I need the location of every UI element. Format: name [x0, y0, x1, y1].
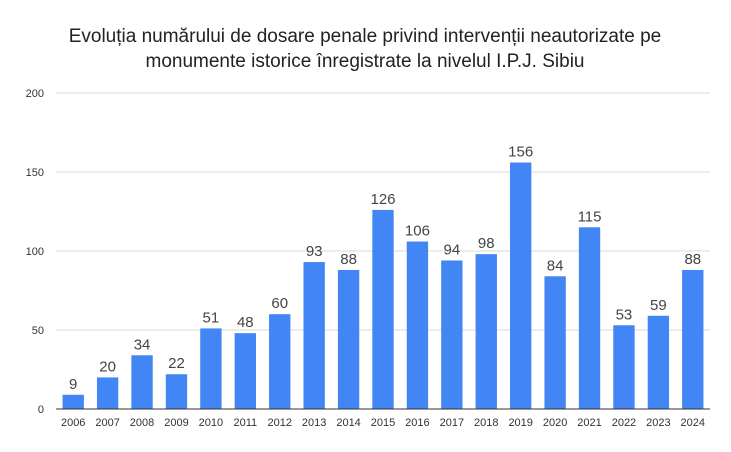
x-tick-label: 2013 [302, 417, 326, 429]
bar-2015 [372, 209, 394, 409]
x-tick-label: 2007 [95, 417, 119, 429]
x-tick-label: 2019 [508, 417, 532, 429]
bar-2017 [441, 260, 463, 409]
x-tick-label: 2011 [233, 417, 257, 429]
bar-2009 [165, 374, 188, 409]
x-tick-label: 2016 [405, 417, 429, 429]
bar-2006 [62, 394, 84, 409]
bar-2019 [510, 162, 532, 409]
x-tick-label: 2020 [543, 417, 567, 429]
bar-2016 [406, 241, 429, 409]
data-label-2021: 115 [578, 208, 602, 225]
chart-title-line-1: Evoluția numărului de dosare penale priv… [69, 26, 662, 47]
bar-2014 [337, 269, 360, 409]
data-label-2014: 88 [340, 251, 357, 268]
y-tick-label: 50 [32, 325, 44, 337]
data-label-2020: 84 [547, 257, 564, 274]
data-label-2013: 93 [306, 243, 323, 260]
bar-2013 [303, 262, 325, 409]
x-tick-label: 2014 [336, 417, 360, 429]
data-label-2016: 106 [405, 223, 430, 240]
data-label-2015: 126 [370, 191, 395, 208]
x-tick-label: 2012 [267, 417, 291, 429]
y-tick-label: 0 [38, 404, 44, 416]
data-label-2018: 98 [478, 235, 495, 252]
y-axis-ticks: 0 50 100 150 200 [26, 88, 44, 416]
bar-2020 [544, 276, 566, 409]
chart-title-line-2: monumente istorice înregistrate la nivel… [146, 51, 585, 72]
y-tick-label: 200 [26, 88, 44, 100]
data-label-2022: 53 [616, 306, 633, 323]
x-tick-label: 2018 [474, 417, 498, 429]
data-label-2007: 20 [99, 358, 116, 375]
x-tick-label: 2010 [199, 417, 223, 429]
data-label-2017: 94 [443, 241, 460, 258]
x-tick-label: 2022 [612, 417, 636, 429]
x-tick-label: 2023 [646, 417, 670, 429]
x-tick-label: 2017 [440, 417, 464, 429]
x-tick-label: 2009 [164, 417, 188, 429]
data-label-2024: 88 [684, 251, 701, 268]
data-label-2009: 22 [168, 355, 185, 372]
bar-2018 [475, 254, 497, 409]
x-tick-label: 2024 [681, 417, 705, 429]
bar-2024 [682, 269, 704, 409]
x-tick-label: 2008 [130, 417, 154, 429]
data-label-2008: 34 [134, 336, 151, 353]
y-tick-label: 150 [26, 167, 44, 179]
data-label-2010: 51 [203, 309, 220, 326]
data-label-2019: 156 [508, 144, 533, 161]
data-labels: 9 20 34 22 51 48 60 93 88 126 106 94 98 156 84 115 53 59 8… [69, 144, 701, 393]
data-label-2023: 59 [650, 297, 667, 314]
bar-2012 [269, 314, 291, 409]
y-tick-label: 100 [26, 246, 44, 258]
data-label-2012: 60 [271, 295, 288, 312]
bar-2022 [613, 325, 635, 409]
data-label-2011: 48 [237, 314, 254, 331]
data-label-2006: 9 [69, 376, 77, 393]
bars [62, 162, 704, 409]
bar-2008 [131, 355, 153, 409]
bar-2023 [647, 315, 670, 409]
x-axis-ticks: 2006 2007 2008 2009 2010 2011 2012 2013 2014 2015… [61, 417, 705, 429]
bar-2011 [234, 333, 256, 409]
x-tick-label: 2006 [61, 417, 85, 429]
x-tick-label: 2021 [577, 417, 601, 429]
x-tick-label: 2015 [371, 417, 395, 429]
bar-2021 [578, 227, 601, 409]
bar-2007 [96, 377, 119, 409]
bar-2010 [200, 328, 222, 409]
